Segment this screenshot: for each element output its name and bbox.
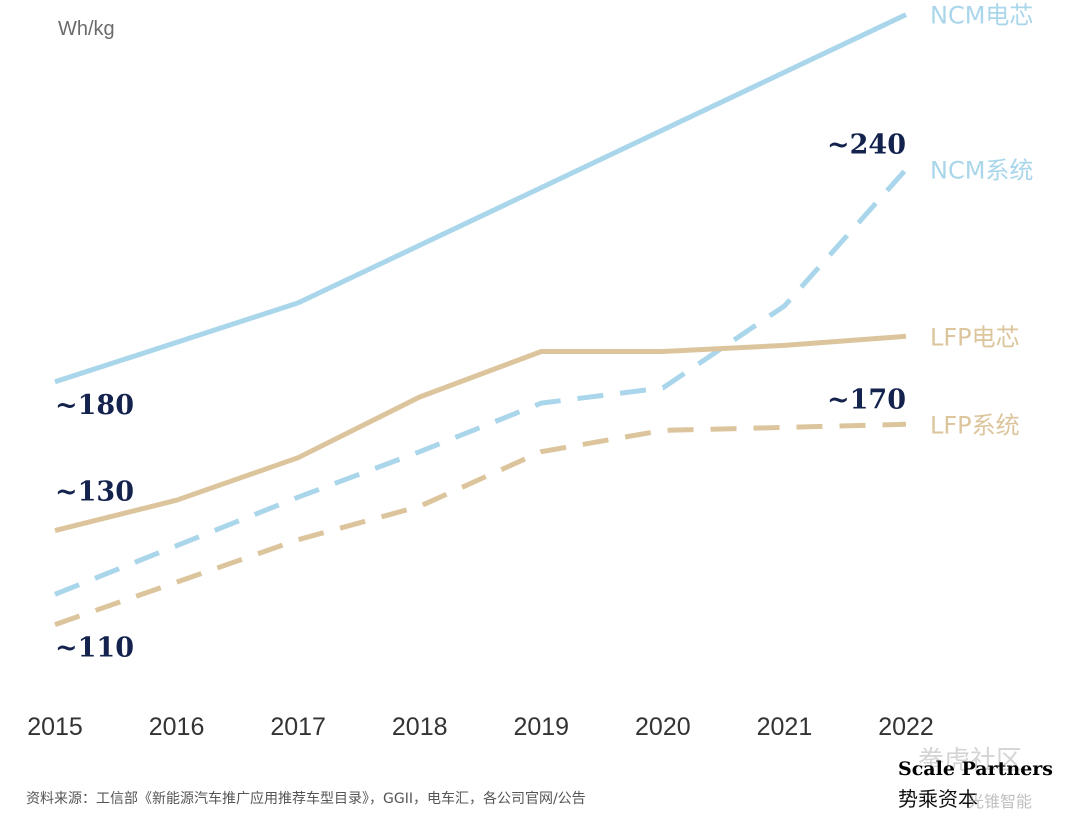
value-annotation-3-0: ~110 [55, 633, 134, 664]
series-label-2: LFP电芯 [930, 323, 1020, 351]
value-annotation-0-1: ~280 [827, 0, 906, 6]
x-tick-label-2: 2017 [270, 713, 326, 741]
x-tick-label-6: 2021 [757, 713, 813, 741]
x-tick-label-3: 2018 [392, 713, 448, 741]
value-annotation-1-0: ~240 [827, 129, 906, 160]
x-tick-label-4: 2019 [513, 713, 569, 741]
series-line-1 [54, 167, 908, 597]
brand-name-cn: 势乘资本 [898, 787, 978, 811]
series-lines [54, 12, 908, 627]
brand-name-en: Scale Partners [898, 758, 1054, 780]
series-label-0: NCM电芯 [930, 2, 1033, 30]
value-annotation-2-0: ~130 [55, 477, 134, 508]
series-line-3 [54, 421, 907, 627]
source-note: 资料来源：工信部《新能源汽车推广应用推荐车型目录》，GGII，电车汇，各公司官网… [26, 791, 586, 807]
x-tick-label-0: 2015 [27, 713, 83, 741]
series-label-1: NCM系统 [930, 156, 1033, 184]
value-annotation-0-0: ~180 [55, 390, 134, 421]
x-axis-ticks: 2015 2016 2017 2018 2019 2020 2021 2022 [27, 713, 934, 741]
series-legend-labels: NCM电芯 NCM系统 LFP电芯 LFP系统 [930, 2, 1033, 440]
value-annotation-3-1: ~170 [827, 384, 906, 415]
value-annotations: ~180 ~280 ~240 ~130 ~110 ~170 [55, 0, 906, 664]
x-tick-label-7: 2022 [878, 713, 934, 741]
y-unit-label: Wh/kg [58, 18, 115, 40]
x-tick-label-5: 2020 [635, 713, 691, 741]
x-tick-label-1: 2016 [149, 713, 205, 741]
watermark-community: 拳虎社区 [918, 746, 1023, 776]
series-line-2 [54, 333, 907, 534]
watermark-source: 光锥智能 [968, 792, 1033, 811]
series-label-3: LFP系统 [930, 411, 1020, 439]
series-line-0 [54, 12, 908, 385]
